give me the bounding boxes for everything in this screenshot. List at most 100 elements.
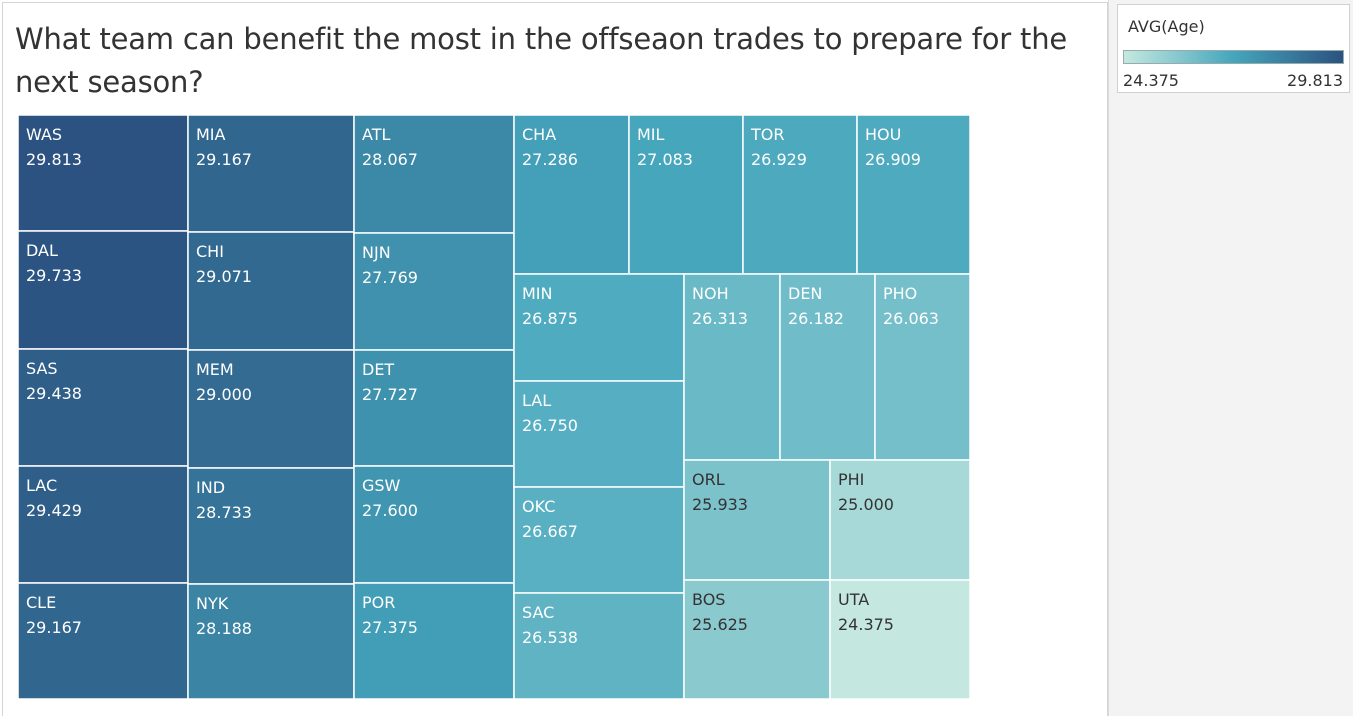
tile-team-label: CHA [522,125,556,144]
treemap-tile-okc[interactable]: OKC 26.667 [513,486,685,594]
tile-rect[interactable] [353,232,515,351]
tile-value-label: 29.071 [196,267,252,286]
tile-value-label: 26.929 [751,150,807,169]
tile-rect[interactable] [683,273,781,461]
treemap-tile-nyk[interactable]: NYK 28.188 [187,583,355,700]
tile-value-label: 26.538 [522,628,578,647]
tile-rect[interactable] [353,465,515,584]
tile-rect[interactable] [187,583,355,700]
treemap-tile-mil[interactable]: MIL 27.083 [628,114,744,275]
tile-rect[interactable] [513,380,685,488]
treemap-tile-por[interactable]: POR 27.375 [353,582,515,700]
legend-gradient-bar [1123,50,1344,64]
tile-team-label: MEM [196,360,234,379]
treemap-tile-njn[interactable]: NJN 27.769 [353,232,515,351]
tile-team-label: WAS [26,125,62,144]
tile-rect[interactable] [513,273,685,382]
tile-team-label: SAC [522,603,554,622]
treemap-tile-det[interactable]: DET 27.727 [353,349,515,467]
tile-value-label: 25.625 [692,615,748,634]
treemap-tile-den[interactable]: DEN 26.182 [779,273,876,461]
treemap-tile-atl[interactable]: ATL 28.067 [353,114,515,234]
tile-rect[interactable] [513,114,630,275]
tile-team-label: ORL [692,470,725,489]
treemap: WAS 29.813 DAL 29.733 SAS 29.438 LAC 29.429 CLE 2… [17,114,971,700]
tile-team-label: NOH [692,284,729,303]
tile-rect[interactable] [17,465,189,584]
treemap-tile-phi[interactable]: PHI 25.000 [829,459,971,581]
tile-team-label: PHI [838,470,864,489]
tile-team-label: CHI [196,242,224,261]
tile-value-label: 24.375 [838,615,894,634]
treemap-tile-mem[interactable]: MEM 29.000 [187,349,355,469]
treemap-tile-sac[interactable]: SAC 26.538 [513,592,685,700]
tile-rect[interactable] [856,114,971,275]
tile-value-label: 27.083 [637,150,693,169]
tile-team-label: NYK [196,594,229,613]
tile-value-label: 29.167 [26,618,82,637]
treemap-tile-lal[interactable]: LAL 26.750 [513,380,685,488]
tile-rect[interactable] [187,467,355,585]
treemap-tile-min[interactable]: MIN 26.875 [513,273,685,382]
tile-rect[interactable] [187,349,355,469]
treemap-tile-was[interactable]: WAS 29.813 [17,114,189,232]
tile-value-label: 27.727 [362,385,418,404]
tile-value-label: 25.000 [838,495,894,514]
treemap-tile-uta[interactable]: UTA 24.375 [829,579,971,700]
tile-team-label: UTA [838,590,869,609]
tile-team-label: CLE [26,593,56,612]
tile-rect[interactable] [187,114,355,233]
tile-rect[interactable] [683,459,831,581]
tile-rect[interactable] [829,579,971,700]
tile-value-label: 29.429 [26,501,82,520]
tile-rect[interactable] [683,579,831,700]
tile-value-label: 27.375 [362,618,418,637]
treemap-tile-bos[interactable]: BOS 25.625 [683,579,831,700]
tile-team-label: TOR [750,125,784,144]
tile-team-label: ATL [362,125,390,144]
treemap-tile-ind[interactable]: IND 28.733 [187,467,355,585]
tile-rect[interactable] [353,349,515,467]
tile-rect[interactable] [353,114,515,234]
tile-team-label: SAS [26,359,58,378]
treemap-tile-hou[interactable]: HOU 26.909 [856,114,971,275]
tile-team-label: GSW [362,476,401,495]
tile-team-label: MIN [522,284,553,303]
tile-value-label: 29.813 [26,150,82,169]
tile-rect[interactable] [353,582,515,700]
color-legend[interactable]: AVG(Age) 24.375 29.813 [1117,4,1350,93]
treemap-tile-lac[interactable]: LAC 29.429 [17,465,189,584]
treemap-tile-gsw[interactable]: GSW 27.600 [353,465,515,584]
treemap-tile-sas[interactable]: SAS 29.438 [17,348,189,467]
tile-team-label: BOS [692,590,725,609]
tile-team-label: DAL [26,241,58,260]
tile-rect[interactable] [513,592,685,700]
tile-rect[interactable] [742,114,858,275]
treemap-tile-cha[interactable]: CHA 27.286 [513,114,630,275]
tile-rect[interactable] [187,231,355,351]
tile-rect[interactable] [17,582,189,700]
tile-value-label: 26.182 [788,309,844,328]
tile-value-label: 25.933 [692,495,748,514]
tile-rect[interactable] [829,459,971,581]
tile-rect[interactable] [779,273,876,461]
treemap-tile-orl[interactable]: ORL 25.933 [683,459,831,581]
legend-pane [1108,0,1353,716]
tile-value-label: 26.667 [522,522,578,541]
treemap-tile-pho[interactable]: PHO 26.063 [874,273,971,461]
tile-value-label: 28.188 [196,619,252,638]
treemap-tile-mia[interactable]: MIA 29.167 [187,114,355,233]
tile-team-label: MIL [637,125,665,144]
treemap-tile-cle[interactable]: CLE 29.167 [17,582,189,700]
tile-value-label: 27.600 [362,501,418,520]
treemap-tile-chi[interactable]: CHI 29.071 [187,231,355,351]
tile-team-label: IND [196,478,225,497]
treemap-tile-tor[interactable]: TOR 26.929 [742,114,858,275]
tile-value-label: 29.167 [196,150,252,169]
tile-team-label: MIA [196,125,226,144]
treemap-tile-noh[interactable]: NOH 26.313 [683,273,781,461]
tile-team-label: NJN [362,243,391,262]
tile-value-label: 26.750 [522,416,578,435]
treemap-tile-dal[interactable]: DAL 29.733 [17,230,189,350]
tile-rect[interactable] [17,230,189,350]
